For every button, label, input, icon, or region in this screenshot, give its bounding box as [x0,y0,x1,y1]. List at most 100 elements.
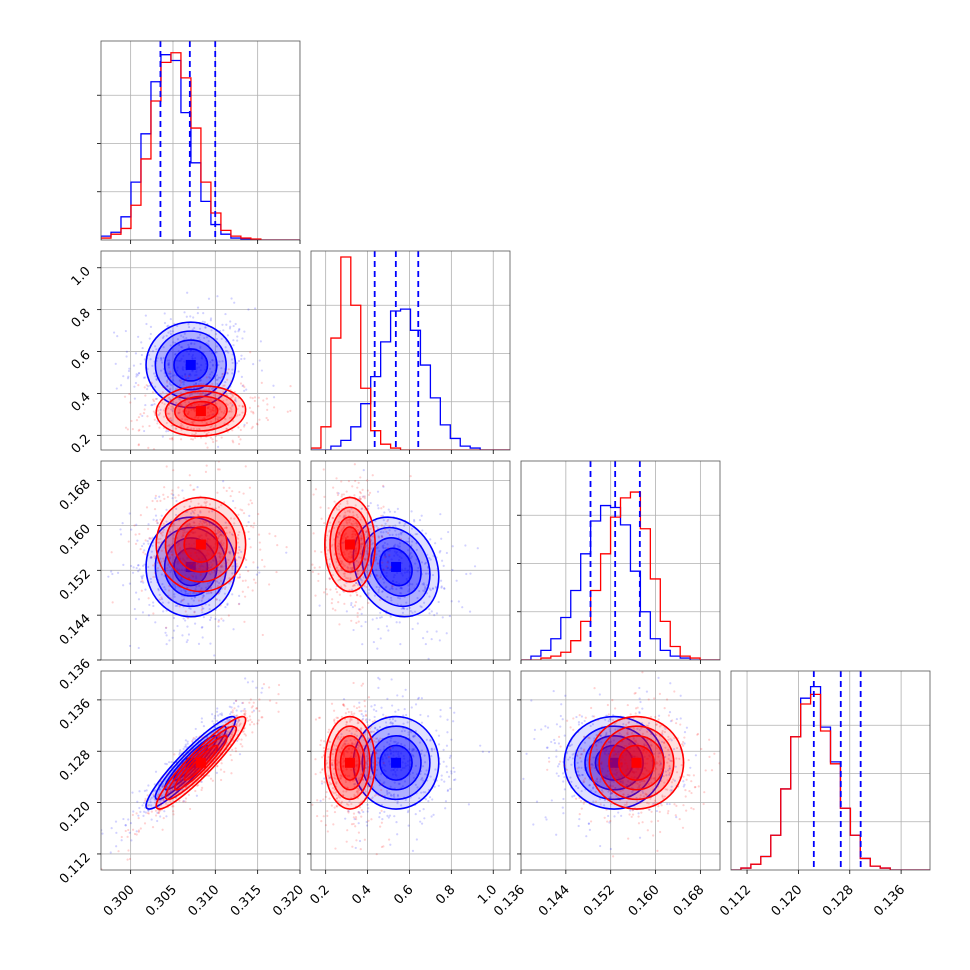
scatter-point [137,570,140,573]
scatter-point [437,784,440,787]
scatter-point [666,802,669,806]
scatter-point [380,524,383,527]
scatter-point [183,380,186,383]
scatter-point [580,747,583,750]
scatter-point [189,751,193,754]
scatter-point [357,831,361,834]
scatter-point [410,527,414,530]
scatter-point [346,707,349,711]
scatter-point [177,518,181,522]
scatter-point [122,584,125,587]
scatter-point [632,737,635,741]
scatter-point [191,420,194,423]
scatter-point [392,576,395,579]
scatter-point [336,797,339,800]
scatter-point [229,494,232,498]
scatter-point [226,603,229,606]
scatter-point [256,722,259,725]
scatter-point [150,555,153,559]
scatter-point [182,531,185,534]
contour-series_a [145,516,237,618]
scatter-point [391,718,395,721]
scatter-point [388,529,391,532]
scatter-point [332,709,336,712]
scatter-point [371,720,374,723]
scatter-point [399,587,402,590]
scatter-point [356,572,359,575]
scatter-point [184,375,187,378]
scatter-point [244,465,247,468]
scatter-point [119,384,123,387]
scatter-point [205,336,209,339]
scatter-point [399,587,403,590]
scatter-point [208,581,212,584]
scatter-point [386,753,389,756]
scatter-point [317,579,320,583]
scatter-point [241,745,244,748]
scatter-point [154,809,158,812]
scatter-point [210,564,214,567]
scatter-point [619,762,622,765]
scatter-point [206,537,210,540]
scatter-point [400,586,403,589]
scatter-point [138,790,141,793]
scatter-point [211,364,215,367]
scatter-point [179,600,183,603]
scatter-point [356,792,359,796]
scatter-point [420,514,423,517]
scatter-point [161,391,164,394]
scatter-point [377,535,380,538]
scatter-point [263,565,266,568]
scatter-point [231,403,234,407]
scatter-point [313,550,317,553]
scatter-point [216,764,219,767]
scatter-point [339,776,342,780]
scatter-point [652,802,655,806]
scatter-point [214,542,217,546]
scatter-point [408,748,411,751]
scatter-point [394,740,397,743]
marginal-panel-1 [307,250,511,454]
scatter-point [199,573,203,576]
scatter-point [208,503,212,506]
scatter-point [390,599,393,602]
scatter-point [353,753,356,756]
scatter-point [255,686,258,689]
scatter-point [396,800,399,803]
scatter-point [433,748,436,751]
scatter-point [212,409,215,412]
scatter-point [395,587,398,591]
scatter-point [195,577,198,580]
scatter-point [205,500,208,504]
scatter-point [395,774,398,777]
scatter-point [183,360,186,363]
scatter-point [178,568,181,571]
scatter-point [420,561,424,564]
scatter-point [350,556,354,559]
scatter-point [427,800,430,803]
scatter-point [184,401,187,404]
scatter-point [69,350,71,352]
scatter-point [238,327,241,331]
scatter-point [342,766,345,769]
scatter-point [366,757,370,760]
scatter-point [189,552,192,555]
scatter-point [362,810,365,814]
scatter-point [236,339,239,342]
scatter-point [295,529,297,531]
scatter-point [179,778,182,782]
scatter-point [292,807,294,809]
scatter-point [191,357,194,360]
scatter-point [147,803,151,807]
scatter-point [215,592,219,595]
scatter-point [206,540,209,543]
scatter-point [421,529,424,532]
scatter-point [178,379,181,382]
scatter-point [213,537,216,540]
scatter-point [440,585,443,588]
scatter-point [158,541,161,544]
scatter-point [388,718,391,721]
scatter-point [376,504,379,507]
scatter-point [227,614,230,617]
scatter-point [220,533,223,537]
